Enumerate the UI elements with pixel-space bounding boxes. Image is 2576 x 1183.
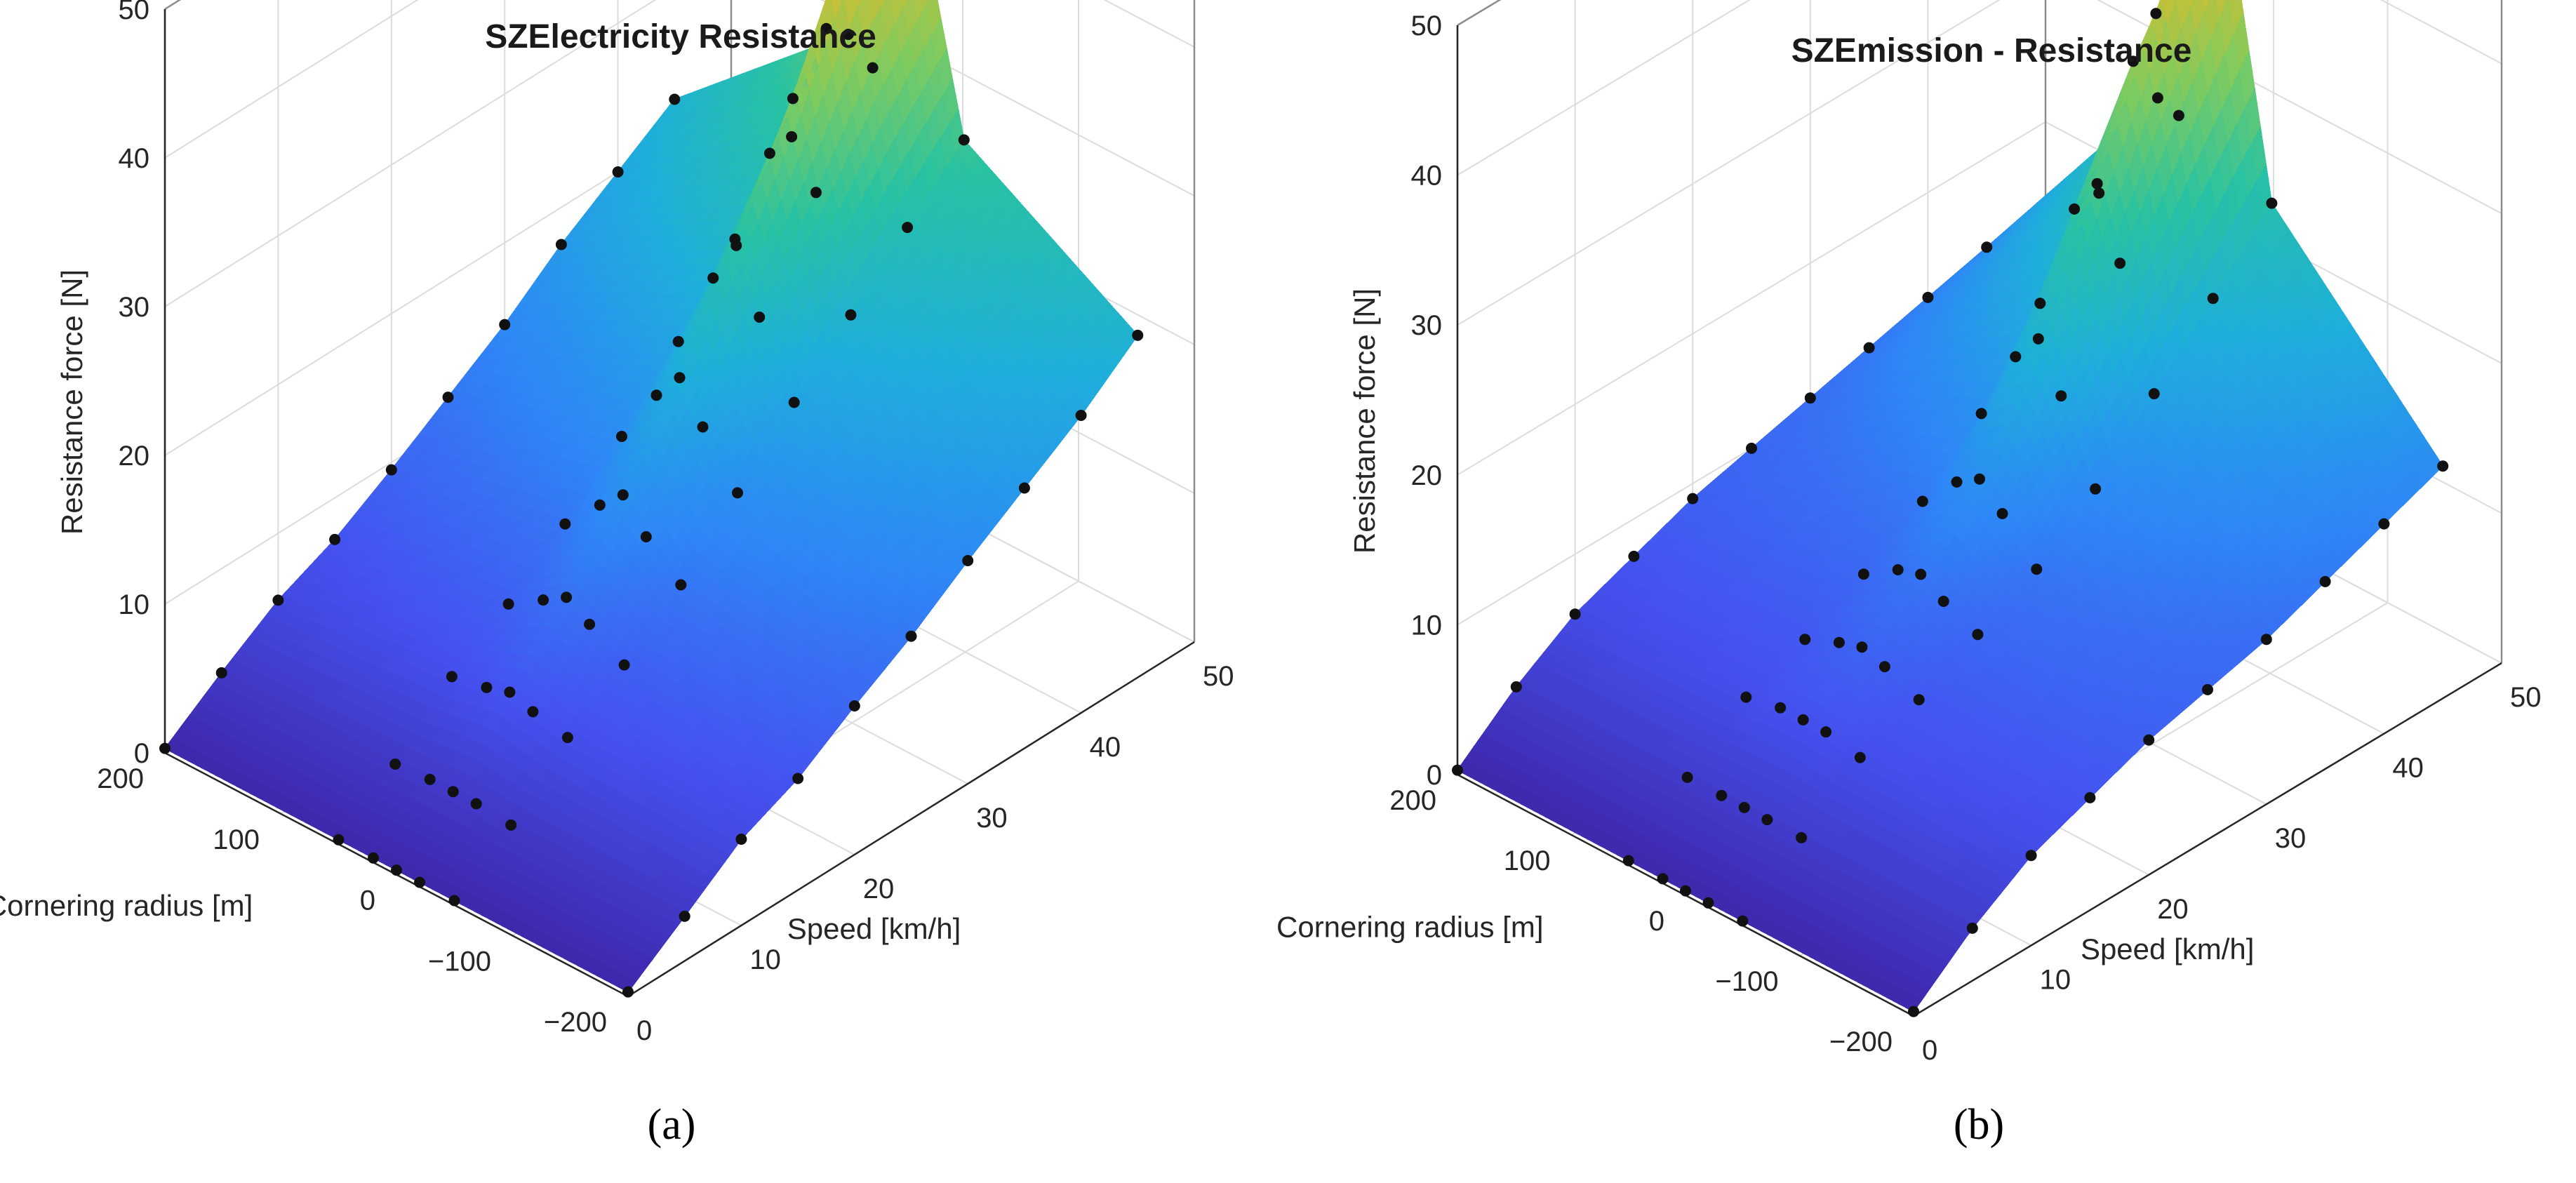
- data-point: [1132, 329, 1144, 341]
- x-tick-label: −200: [544, 1007, 607, 1038]
- data-point: [368, 852, 379, 864]
- data-point: [707, 272, 719, 284]
- data-point: [333, 834, 345, 846]
- data-point: [735, 834, 747, 845]
- data-point: [697, 421, 709, 433]
- data-point: [617, 489, 629, 501]
- box-edge: [164, 0, 182, 11]
- data-point: [561, 732, 573, 744]
- data-point: [810, 187, 822, 199]
- data-point: [584, 618, 596, 630]
- axis-line: [627, 641, 1195, 998]
- data-point: [788, 396, 800, 408]
- data-point: [786, 131, 798, 142]
- chart-title: SZElectricity Resistance: [485, 18, 876, 55]
- data-point: [848, 700, 860, 711]
- data-point: [616, 431, 627, 442]
- data-point: [389, 758, 401, 770]
- x-tick-label: 0: [360, 885, 375, 916]
- data-point: [640, 531, 652, 542]
- resistance-surface: [164, 0, 1139, 993]
- data-point: [622, 986, 634, 998]
- z-gridline: [1457, 0, 2502, 176]
- box-edge: [1457, 0, 1502, 27]
- data-point: [527, 706, 539, 718]
- data-point: [612, 166, 624, 178]
- data-point: [905, 630, 917, 642]
- z-axis-label: Resistance force [N]: [55, 269, 88, 535]
- panel-a: 01020304050−200−100010020001020304050Res…: [0, 0, 1234, 1149]
- y-tick-label: 10: [749, 944, 781, 975]
- y-tick-label: 20: [863, 874, 895, 904]
- data-point: [505, 819, 517, 831]
- z-gridline: [1457, 0, 1501, 26]
- data-point: [867, 62, 879, 74]
- panel-b: 01020304050−200−100010020001020304050Res…: [1276, 0, 2542, 1149]
- data-point: [499, 319, 511, 330]
- x-tick-label: 100: [213, 824, 260, 855]
- data-point: [672, 335, 684, 347]
- data-point: [729, 233, 741, 245]
- data-point: [1018, 482, 1030, 494]
- data-point: [559, 518, 571, 530]
- data-point: [502, 598, 514, 610]
- data-point: [732, 487, 743, 499]
- y-tick-label: 30: [976, 803, 1008, 834]
- data-point: [958, 134, 970, 146]
- data-point: [962, 555, 974, 566]
- z-tick-label: 20: [119, 441, 150, 472]
- data-point: [414, 876, 425, 888]
- x-tick-label: 200: [97, 763, 144, 794]
- data-point: [555, 239, 567, 250]
- x-axis-label: Cornering radius [m]: [0, 889, 253, 922]
- data-point: [561, 592, 573, 603]
- data-point: [669, 93, 681, 105]
- data-point: [470, 798, 482, 810]
- z-tick-label: 50: [119, 0, 150, 25]
- data-point: [538, 594, 549, 606]
- data-point: [792, 773, 804, 784]
- z-gridline: [164, 0, 1195, 159]
- data-point: [674, 372, 686, 384]
- z-tick-label: 40: [119, 143, 150, 174]
- data-point: [446, 671, 458, 683]
- y-tick-label: 40: [1090, 732, 1121, 763]
- y-axis-label: Speed [km/h]: [787, 912, 961, 945]
- y-tick-label: 0: [636, 1015, 652, 1046]
- data-point: [763, 147, 775, 159]
- data-point: [442, 392, 454, 403]
- x-tick-label: −100: [428, 946, 491, 977]
- y-tick-label: 50: [1203, 661, 1234, 692]
- data-point: [272, 594, 284, 606]
- z-gridline: [164, 0, 1195, 307]
- data-point: [448, 895, 460, 907]
- data-point: [902, 222, 914, 234]
- data-point: [215, 667, 227, 679]
- resistance-surface: [1457, 0, 2443, 1012]
- data-point: [159, 742, 171, 754]
- z-tick-label: 10: [119, 589, 150, 620]
- data-point: [787, 93, 799, 105]
- data-point: [754, 312, 766, 323]
- data-point: [504, 686, 516, 698]
- data-point: [1075, 410, 1087, 421]
- data-point: [650, 389, 662, 401]
- data-point: [385, 464, 397, 476]
- data-point: [679, 910, 690, 922]
- data-point: [675, 579, 687, 591]
- data-point: [391, 864, 402, 876]
- z-tick-label: 30: [119, 292, 150, 323]
- data-point: [424, 773, 436, 785]
- z-gridline: [164, 0, 181, 10]
- data-point: [481, 681, 493, 693]
- data-point: [845, 309, 857, 321]
- data-point: [594, 499, 606, 511]
- data-point: [329, 533, 341, 545]
- data-point: [618, 659, 630, 671]
- data-point: [447, 786, 459, 798]
- panel-caption: (a): [648, 1101, 696, 1149]
